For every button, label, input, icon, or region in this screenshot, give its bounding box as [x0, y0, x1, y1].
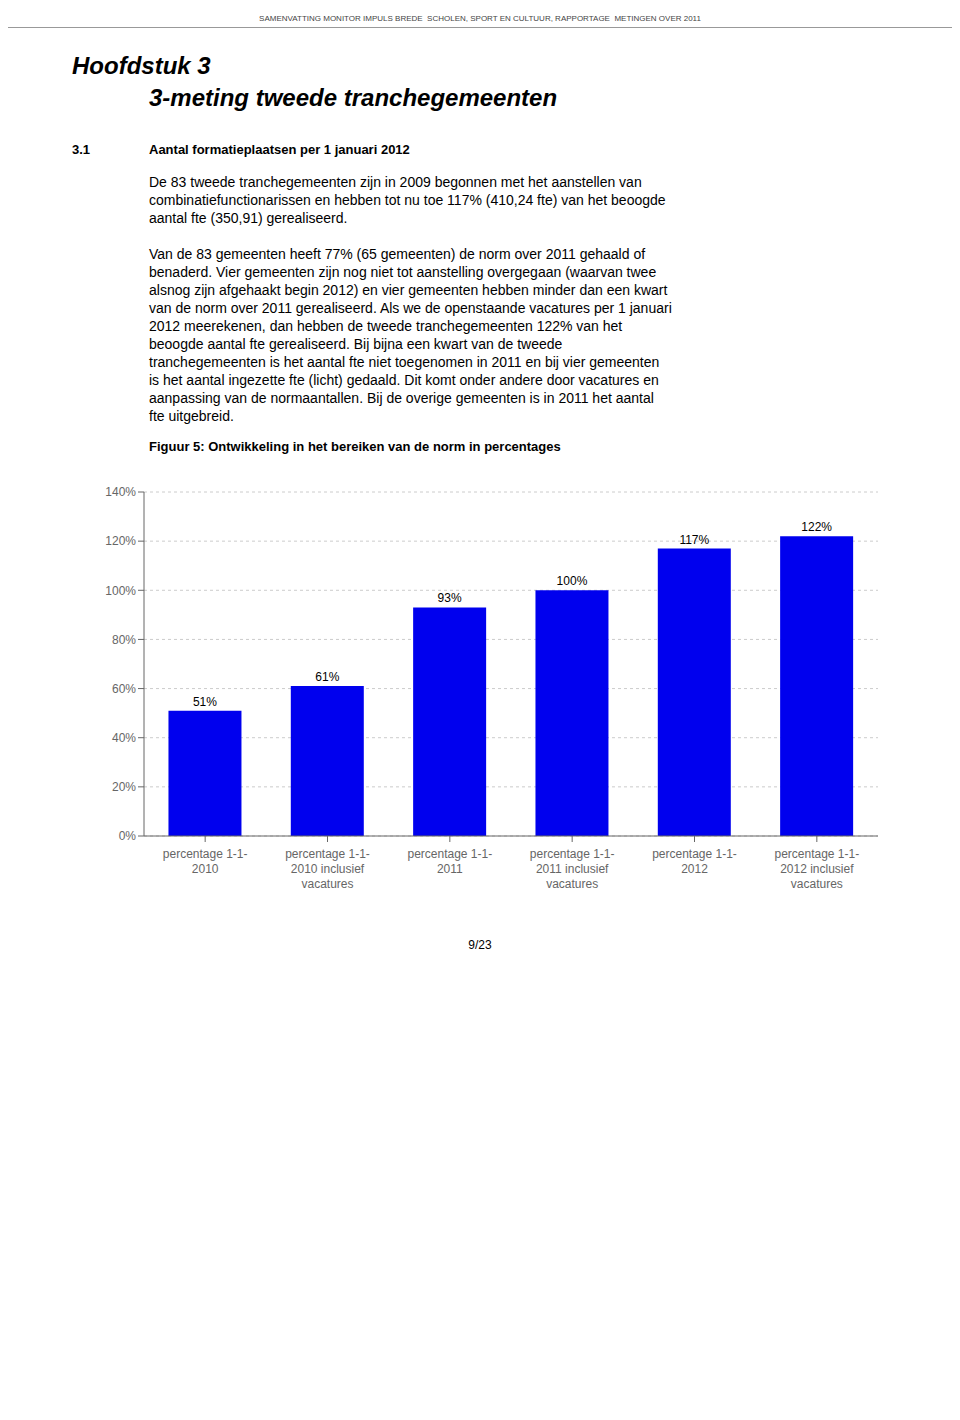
- html-text:3.1: 3.1: [72, 142, 91, 157]
- svg-text:120%: 120%: [105, 534, 136, 548]
- html-text:fte uitgebreid.: fte uitgebreid.: [149, 408, 234, 424]
- svg-text:93%: 93%: [438, 591, 462, 605]
- svg-text:100%: 100%: [557, 574, 588, 588]
- html-text:aanpassing van de normaantalle: aanpassing van de normaantallen. Bij de …: [149, 390, 654, 406]
- svg-text:percentage 1-1-2010 inclusiefv: percentage 1-1-2010 inclusiefvacatures: [285, 847, 370, 891]
- html-text:van de norm over 2011 gerealis: van de norm over 2011 gerealiseerd. Als …: [149, 300, 672, 316]
- html-text:Hoofdstuk 3: Hoofdstuk 3: [72, 52, 211, 79]
- svg-text:60%: 60%: [112, 682, 136, 696]
- svg-text:percentage 1-1-2010: percentage 1-1-2010: [163, 847, 248, 876]
- svg-text:percentage 1-1-2012 inclusiefv: percentage 1-1-2012 inclusiefvacatures: [774, 847, 859, 891]
- html-text:3-meting tweede tranchegemeent: 3-meting tweede tranchegemeenten: [149, 84, 558, 111]
- svg-text:percentage 1-1-2012: percentage 1-1-2012: [652, 847, 737, 876]
- html-text:Aantal formatieplaatsen per 1: Aantal formatieplaatsen per 1 januari 20…: [149, 142, 410, 157]
- html-text:aantal fte (350,91) gerealisee: aantal fte (350,91) gerealiseerd.: [149, 210, 348, 226]
- html-text:is het aantal ingezette fte (l: is het aantal ingezette fte (licht) geda…: [149, 372, 659, 388]
- html-text:SAMENVATTING MONITOR IMPULS BR: SAMENVATTING MONITOR IMPULS BREDE SCHOLE…: [259, 14, 701, 23]
- svg-text:0%: 0%: [119, 829, 137, 843]
- svg-text:percentage 1-1-2011 inclusiefv: percentage 1-1-2011 inclusiefvacatures: [530, 847, 615, 891]
- svg-text:140%: 140%: [105, 485, 136, 499]
- svg-text:percentage 1-1-2011: percentage 1-1-2011: [407, 847, 492, 876]
- html-text:benaderd. Vier gemeenten zijn: benaderd. Vier gemeenten zijn nog niet t…: [149, 264, 657, 280]
- svg-text:80%: 80%: [112, 633, 136, 647]
- svg-text:122%: 122%: [801, 520, 832, 534]
- html-text:De 83 tweede tranchegemeenten: De 83 tweede tranchegemeenten zijn in 20…: [149, 174, 642, 190]
- svg-text:117%: 117%: [679, 533, 709, 547]
- svg-text:20%: 20%: [112, 780, 136, 794]
- html-text:beoogde aantal fte gerealiseer: beoogde aantal fte gerealiseerd. Bij bij…: [149, 336, 563, 352]
- html-text:alsnog zijn afgehaakt begin 20: alsnog zijn afgehaakt begin 2012) en vie…: [149, 282, 668, 298]
- svg-text:40%: 40%: [112, 731, 136, 745]
- html-text:Van de 83 gemeenten heeft 77%: Van de 83 gemeenten heeft 77% (65 gemeen…: [149, 246, 646, 262]
- html-text:combinatiefunctionarissen en h: combinatiefunctionarissen en hebben tot …: [149, 192, 666, 208]
- svg-text:61%: 61%: [315, 670, 339, 684]
- html-text:9/23: 9/23: [468, 938, 492, 952]
- html-text:tranchegemeenten is het aantal: tranchegemeenten is het aantal fte niet …: [149, 354, 660, 370]
- html-text:2012 meerekenen, dan hebben de: 2012 meerekenen, dan hebben de tweede tr…: [149, 318, 623, 334]
- svg-text:51%: 51%: [193, 695, 217, 709]
- html-text:Figuur 5: Ontwikkeling in het: Figuur 5: Ontwikkeling in het bereiken v…: [149, 439, 561, 454]
- svg-text:100%: 100%: [105, 584, 136, 598]
